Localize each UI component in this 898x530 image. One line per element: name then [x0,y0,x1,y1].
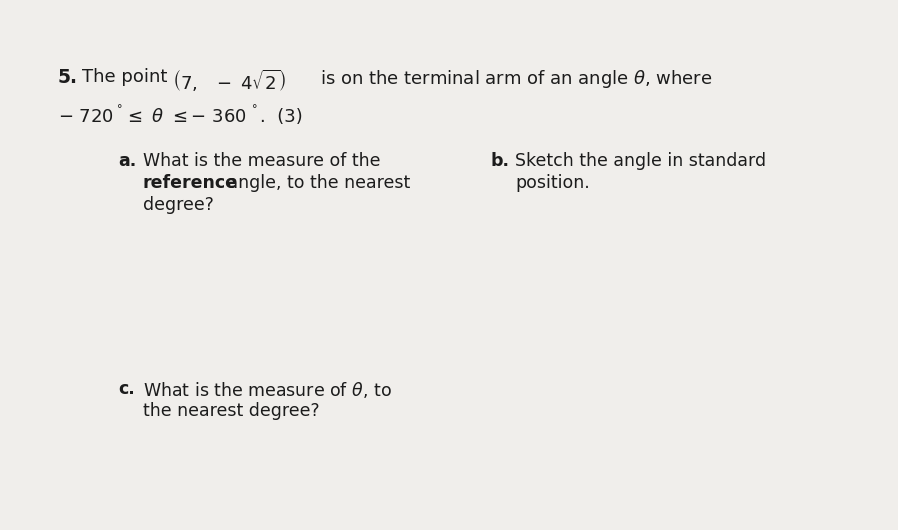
Text: b.: b. [490,152,509,170]
Text: position.: position. [515,174,590,192]
Text: What is the measure of the: What is the measure of the [143,152,381,170]
Text: °: ° [252,104,258,114]
Text: .  (3): . (3) [260,108,303,126]
Text: a.: a. [118,152,136,170]
Text: 5.: 5. [58,68,78,87]
Text: the nearest degree?: the nearest degree? [143,402,320,420]
Text: $\left(7,\ \ -\ 4\sqrt{2}\right)$: $\left(7,\ \ -\ 4\sqrt{2}\right)$ [172,68,286,94]
Text: reference: reference [143,174,238,192]
Text: °: ° [117,104,122,114]
Text: Sketch the angle in standard: Sketch the angle in standard [515,152,766,170]
Text: is on the terminal arm of an angle $\theta$, where: is on the terminal arm of an angle $\the… [320,68,712,90]
Text: angle, to the nearest: angle, to the nearest [222,174,410,192]
Text: c.: c. [118,380,135,398]
Text: $-$ 720: $-$ 720 [58,108,114,126]
Text: degree?: degree? [143,196,214,214]
Text: What is the measure of $\theta$, to: What is the measure of $\theta$, to [143,380,392,400]
Text: The point: The point [82,68,167,86]
Text: $\leq\ \theta\ \leq$$-$ 360: $\leq\ \theta\ \leq$$-$ 360 [124,108,247,126]
